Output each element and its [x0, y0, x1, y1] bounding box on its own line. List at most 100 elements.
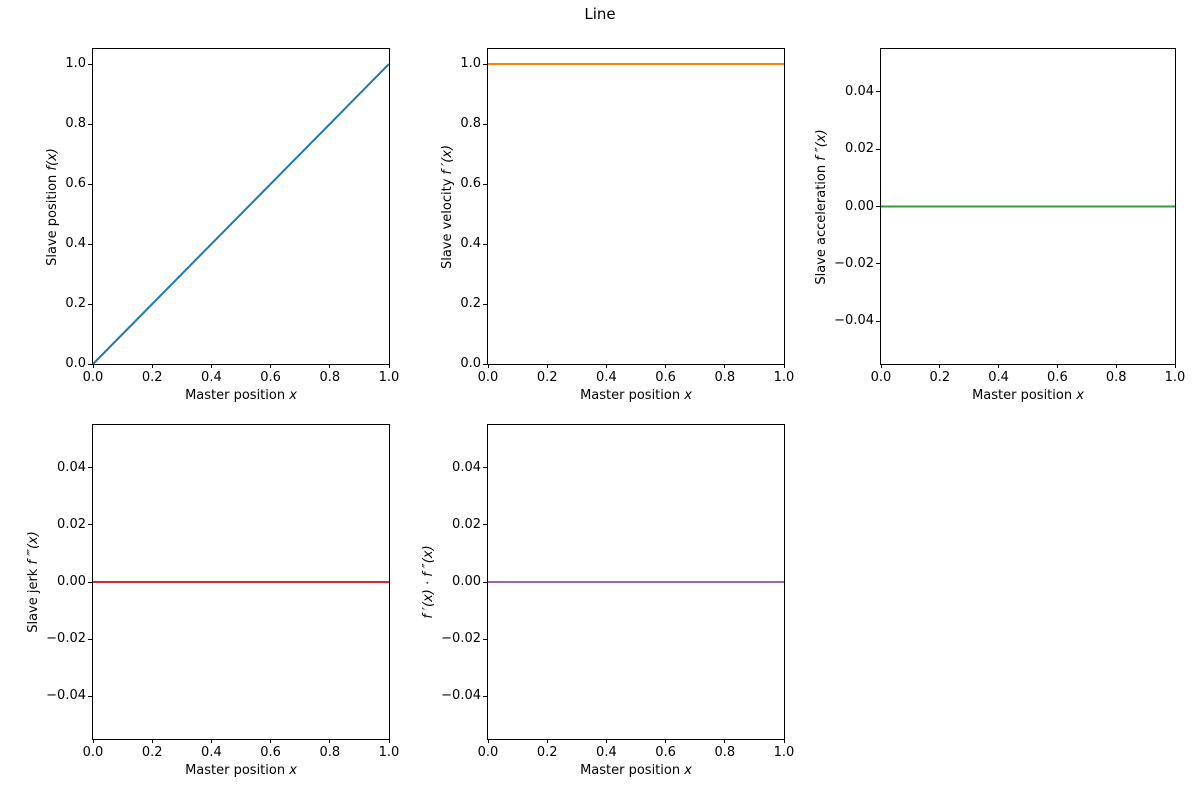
x-tick-label: 0.4 — [201, 370, 222, 385]
x-tick-label: 1.0 — [773, 745, 795, 760]
y-tick-mark — [483, 467, 488, 469]
y-tick-mark — [88, 123, 93, 125]
y-axis-label: Slave position f(x) — [45, 148, 61, 266]
x-tick-label: 0.0 — [477, 370, 499, 385]
x-axis-label-math: x — [1076, 388, 1084, 403]
subplot-velocity-acceleration-product: 0.0 0.2 0.4 0.6 0.8 1.0 −0.04 −0.02 0.00 0.02 0.04… — [421, 424, 794, 778]
y-tick-label: 0.04 — [452, 459, 481, 475]
y-axis-label: f ′(x) ⋅ f ″(x) — [421, 545, 437, 618]
figure-title: Line — [584, 5, 616, 23]
x-tick-mark — [92, 364, 94, 368]
y-tick-label: 1.0 — [460, 56, 481, 71]
y-tick-label: 0.8 — [460, 116, 481, 131]
x-tick-mark — [724, 739, 726, 743]
y-tick-mark — [483, 524, 488, 526]
x-axis-label-text: Master position — [580, 388, 685, 403]
x-tick-label: 0.6 — [260, 745, 281, 760]
y-tick-label: −0.04 — [834, 313, 874, 329]
subplot-slave-acceleration: 0.0 0.2 0.4 0.6 0.8 1.0 −0.04 −0.02 0.00 0.02 0.04… — [814, 48, 1185, 403]
y-tick-label: 0.02 — [57, 516, 86, 532]
x-tick-mark — [605, 739, 607, 743]
x-tick-label: 0.4 — [596, 370, 617, 385]
y-tick-label: 0.4 — [460, 236, 481, 251]
x-tick-mark — [151, 739, 153, 743]
x-tick-label: 0.6 — [1047, 370, 1068, 385]
x-tick-label: 0.0 — [82, 370, 104, 385]
plot-area — [92, 63, 390, 365]
plot-area — [488, 63, 784, 65]
y-tick-mark — [88, 581, 93, 583]
x-tick-label: 0.2 — [929, 370, 951, 385]
x-tick-label: 0.0 — [870, 370, 892, 385]
x-tick-mark — [270, 739, 272, 743]
subplot-slave-jerk: 0.0 0.2 0.4 0.6 0.8 1.0 −0.04 −0.02 0.00 0.02 0.04… — [26, 424, 399, 778]
x-tick-label: 0.0 — [477, 745, 499, 760]
y-tick-mark — [876, 148, 881, 150]
x-axis-label: Master position x — [881, 388, 1175, 404]
y-tick-label: 0.4 — [65, 236, 86, 251]
y-axis-label-text: Slave acceleration — [814, 160, 829, 285]
y-tick-label: 0.00 — [57, 574, 86, 589]
x-axis-label-text: Master position — [185, 388, 290, 403]
y-tick-label: 0.02 — [845, 141, 874, 157]
x-axis-label-text: Master position — [972, 388, 1077, 403]
y-axis-label: Slave acceleration f ″(x) — [814, 129, 830, 284]
x-tick-mark — [210, 739, 212, 743]
x-tick-label: 1.0 — [773, 370, 795, 385]
x-tick-label: 0.6 — [655, 370, 676, 385]
x-tick-mark — [92, 739, 94, 743]
y-tick-mark — [483, 581, 488, 583]
y-tick-mark — [88, 243, 93, 245]
x-tick-mark — [487, 364, 489, 368]
y-tick-mark — [483, 363, 488, 365]
x-tick-mark — [487, 739, 489, 743]
y-tick-mark — [88, 695, 93, 697]
y-tick-mark — [483, 638, 488, 640]
y-tick-label: −0.02 — [46, 631, 86, 647]
x-axis-label: Master position x — [488, 388, 784, 404]
y-tick-label: 0.02 — [452, 516, 481, 532]
y-axis-label-math: f ″(x) — [814, 128, 829, 161]
x-axis-label-text: Master position — [580, 763, 685, 778]
y-tick-label: 0.2 — [65, 296, 86, 311]
y-tick-mark — [876, 263, 881, 265]
y-tick-mark — [876, 206, 881, 207]
x-tick-label: 0.8 — [714, 370, 736, 385]
y-tick-label: 0.04 — [57, 459, 86, 475]
x-tick-mark — [1174, 364, 1176, 368]
y-tick-label: 0.8 — [65, 116, 86, 131]
y-axis-label-text: Slave jerk — [26, 564, 41, 633]
x-axis-label-math: x — [289, 763, 297, 778]
x-tick-label: 0.8 — [1105, 370, 1127, 385]
y-tick-label: 0.04 — [845, 83, 874, 99]
x-tick-mark — [151, 364, 153, 368]
y-tick-label: −0.02 — [834, 255, 874, 271]
y-axis-label-math: f ′(x) — [440, 144, 455, 174]
x-tick-mark — [665, 739, 667, 743]
y-tick-mark — [88, 467, 93, 469]
y-tick-label: −0.02 — [441, 631, 481, 647]
y-axis-label-text: Slave position — [45, 170, 60, 266]
x-tick-mark — [388, 739, 390, 743]
x-tick-mark — [724, 364, 726, 368]
y-axis-label-text: Slave velocity — [440, 173, 455, 269]
x-tick-mark — [546, 739, 548, 743]
y-tick-label: 0.6 — [460, 176, 481, 191]
y-tick-mark — [483, 243, 488, 245]
subplot-slave-velocity: 0.0 0.2 0.4 0.6 0.8 1.0 0.0 0.2 0.4 0.6 0.8 1.0 Mast… — [440, 48, 794, 403]
y-tick-label: −0.04 — [46, 688, 86, 704]
y-axis-label-math: f ‴(x) — [26, 531, 41, 565]
y-tick-label: −0.04 — [441, 688, 481, 704]
x-tick-label: 0.2 — [536, 370, 558, 385]
x-tick-mark — [783, 739, 785, 743]
x-tick-label: 0.4 — [201, 745, 222, 760]
x-tick-mark — [270, 364, 272, 368]
x-tick-mark — [210, 364, 212, 368]
x-tick-mark — [1115, 364, 1117, 368]
subplot-slave-position: 0.0 0.2 0.4 0.6 0.8 1.0 0.0 0.2 0.4 0.6 0.8 1.0 Mast… — [45, 48, 399, 403]
x-tick-mark — [939, 364, 941, 368]
y-tick-mark — [88, 524, 93, 526]
x-tick-mark — [546, 364, 548, 368]
x-tick-label: 1.0 — [378, 745, 400, 760]
x-tick-label: 0.2 — [141, 745, 163, 760]
